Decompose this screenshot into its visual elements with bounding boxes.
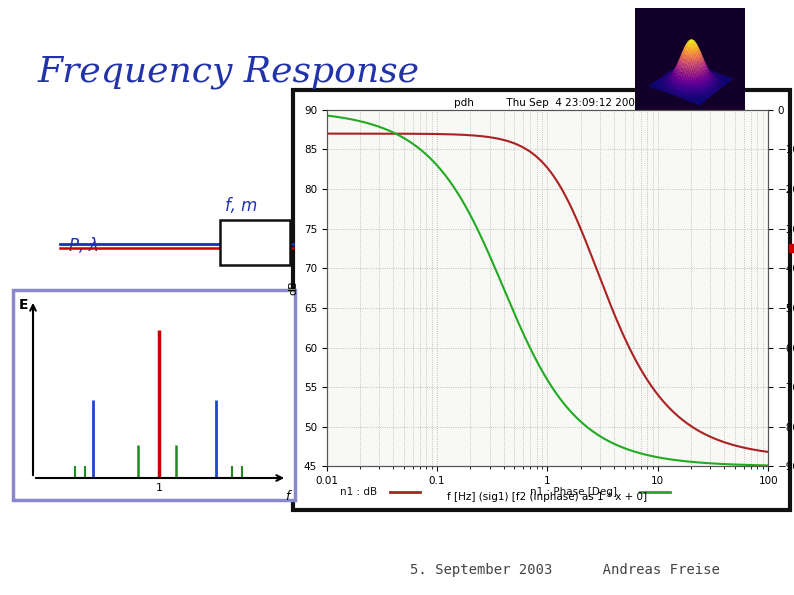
Text: E: E xyxy=(18,298,28,312)
Text: n1 : Phase [Deg]: n1 : Phase [Deg] xyxy=(530,487,617,497)
X-axis label: f [Hz] (sig1) [f2 (inphase) as 1 * x + 0]: f [Hz] (sig1) [f2 (inphase) as 1 * x + 0… xyxy=(447,491,648,502)
Bar xyxy=(293,90,790,510)
Text: 5. September 2003      Andreas Freise: 5. September 2003 Andreas Freise xyxy=(410,563,720,577)
Text: 1: 1 xyxy=(156,483,163,493)
Text: n1 : dB: n1 : dB xyxy=(340,487,377,497)
Bar xyxy=(220,220,290,265)
Text: f: f xyxy=(286,490,290,503)
Text: f, m: f, m xyxy=(225,197,257,215)
Title: pdh          Thu Sep  4 23:09:12 2003: pdh Thu Sep 4 23:09:12 2003 xyxy=(453,98,642,108)
Text: Frequency Response: Frequency Response xyxy=(38,55,420,89)
Bar xyxy=(13,290,295,500)
Text: P, $\lambda$: P, $\lambda$ xyxy=(68,235,98,255)
Y-axis label: dB: dB xyxy=(288,281,299,296)
